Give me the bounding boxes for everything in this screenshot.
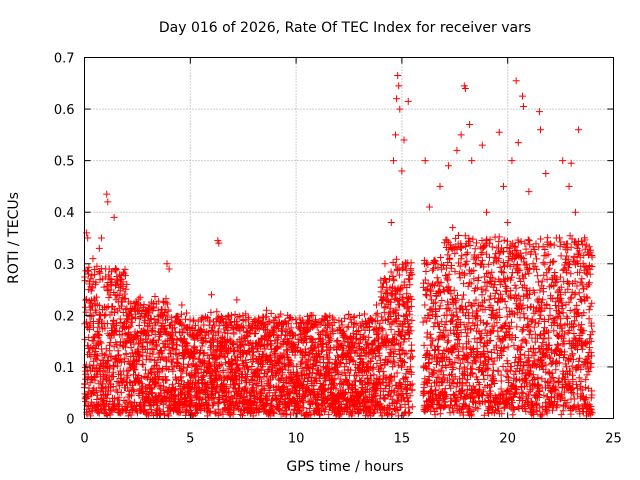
data-point: [356, 311, 364, 319]
data-point: [495, 128, 503, 136]
data-point: [520, 102, 528, 110]
data-point: [163, 260, 171, 268]
data-point: [504, 219, 512, 227]
x-tick-label: 10: [288, 432, 305, 447]
data-point: [453, 146, 461, 154]
data-point: [110, 213, 118, 221]
data-point: [567, 159, 575, 167]
data-point: [165, 265, 173, 273]
data-point: [178, 301, 186, 309]
data-point: [425, 203, 433, 211]
data-point: [546, 311, 554, 319]
data-point: [387, 219, 395, 227]
data-point: [499, 182, 507, 190]
data-point: [468, 157, 476, 165]
data-point: [393, 95, 401, 103]
data-point: [421, 157, 429, 165]
y-axis-label: ROTI / TECUs: [6, 192, 22, 284]
y-tick-label: 0.7: [54, 52, 75, 67]
data-point: [395, 82, 403, 90]
data-point: [89, 255, 97, 263]
y-tick-label: 0.2: [54, 309, 75, 324]
x-tick-label: 25: [605, 432, 622, 447]
data-point: [559, 157, 567, 165]
y-tick-label: 0.1: [54, 361, 75, 376]
x-tick-label: 0: [80, 432, 88, 447]
x-tick-label: 20: [499, 432, 516, 447]
data-point: [84, 234, 92, 242]
data-point: [542, 170, 550, 178]
data-point: [461, 84, 469, 92]
y-tick-label: 0.5: [54, 155, 75, 170]
data-point: [233, 296, 241, 304]
data-point: [436, 182, 444, 190]
data-point: [394, 72, 402, 80]
x-tick-label: 15: [394, 432, 411, 447]
x-axis-label: GPS time / hours: [286, 459, 403, 475]
data-point: [514, 139, 522, 147]
data-point: [575, 126, 583, 134]
data-point: [104, 198, 112, 206]
data-point: [565, 182, 573, 190]
data-point-cloud: [80, 232, 596, 420]
data-point: [215, 239, 223, 247]
data-point: [466, 121, 474, 129]
x-tick-label: 5: [186, 432, 194, 447]
data-point: [535, 108, 543, 116]
y-tick-label: 0.4: [54, 206, 75, 221]
data-point: [373, 301, 381, 309]
data-point: [512, 77, 520, 85]
data-point: [536, 126, 544, 134]
data-point: [571, 208, 579, 216]
data-point: [483, 208, 491, 216]
data-point: [478, 141, 486, 149]
data-point: [381, 260, 389, 268]
data-point: [392, 131, 400, 139]
y-tick-label: 0.3: [54, 258, 75, 273]
y-tick-label: 0.6: [54, 103, 75, 118]
data-point: [508, 157, 516, 165]
chart-title: Day 016 of 2026, Rate Of TEC Index for r…: [159, 20, 531, 36]
data-point: [400, 136, 408, 144]
data-point: [389, 157, 397, 165]
data-point: [519, 92, 527, 100]
data-point: [525, 188, 533, 196]
data-point: [404, 97, 412, 105]
data-point: [95, 244, 103, 252]
x-tick-labels: 0 5 10 15 20 25: [80, 432, 621, 447]
data-point: [444, 162, 452, 170]
y-tick-labels: 0 0.1 0.2 0.3 0.4 0.5 0.6 0.7: [54, 52, 75, 428]
data-point: [398, 167, 406, 175]
data-point: [207, 291, 215, 299]
data-point: [262, 306, 270, 314]
data-points: [80, 72, 596, 420]
data-point: [123, 280, 131, 288]
data-point: [103, 190, 111, 198]
plot-frame: [84, 57, 614, 419]
data-point: [449, 224, 457, 232]
data-point: [396, 105, 404, 113]
y-tick-label: 0: [66, 413, 74, 428]
data-point: [457, 131, 465, 139]
axis-ticks: [84, 57, 614, 419]
data-point: [97, 234, 105, 242]
